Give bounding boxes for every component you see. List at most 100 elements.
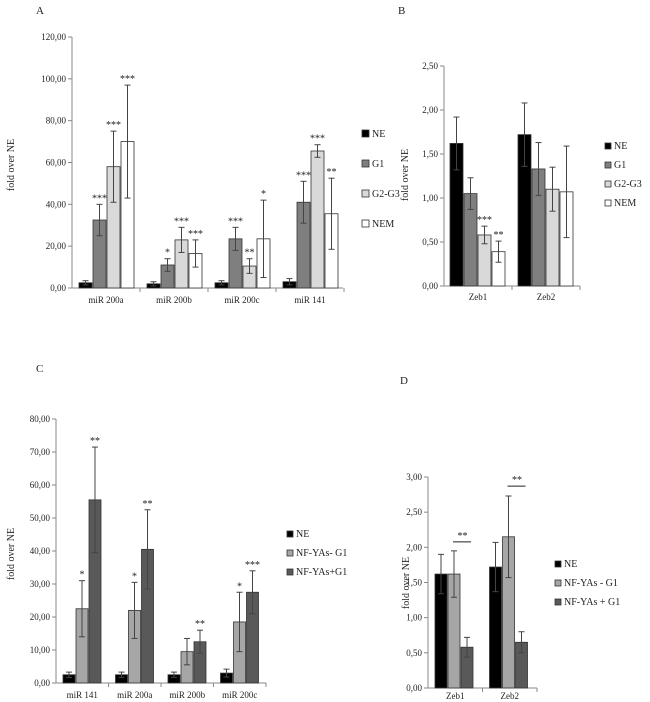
legend-swatch bbox=[361, 159, 370, 168]
legend-label: NF-YAs + G1 bbox=[564, 597, 620, 608]
significance-label: *** bbox=[120, 74, 135, 85]
panel-label: B bbox=[398, 5, 405, 17]
y-tick-label: 20,00 bbox=[46, 241, 67, 251]
legend-swatch bbox=[604, 180, 612, 188]
y-axis-label: fold over NE bbox=[400, 149, 411, 201]
legend-label: G1 bbox=[614, 160, 626, 171]
y-tick-label: 1,50 bbox=[422, 149, 438, 159]
y-tick-label: 0,50 bbox=[422, 237, 438, 247]
y-tick-label: 80,00 bbox=[46, 116, 67, 126]
significance-label: * bbox=[261, 189, 266, 200]
significance-label: *** bbox=[92, 193, 107, 204]
y-tick-label: 70,00 bbox=[30, 447, 51, 457]
panel-d-chart: D 0,00 0,50 1,00 1,50 2,00 2,50 3,00 fold over N… bbox=[400, 375, 620, 701]
x-tick-label: miR 200b bbox=[169, 690, 205, 700]
x-tick-label: miR 200c bbox=[222, 690, 257, 700]
panel-a-chart: A 0,00 20,00 40,00 60,00 80,00 100,00 120,00 fol… bbox=[6, 5, 400, 305]
significance-label: ** bbox=[245, 248, 255, 259]
legend-label: NF-YAs+G1 bbox=[296, 567, 347, 578]
legend-label: G1 bbox=[372, 159, 384, 170]
y-tick-label: 120,00 bbox=[41, 32, 66, 42]
y-axis-label: fold over NE bbox=[6, 528, 17, 580]
x-tick-label: Zeb1 bbox=[446, 691, 465, 701]
significance-label: ** bbox=[195, 619, 205, 630]
significance-label: ** bbox=[458, 531, 468, 542]
x-tick-label: miR 200b bbox=[156, 295, 192, 305]
legend-swatch bbox=[604, 161, 612, 169]
significance-label: * bbox=[80, 570, 85, 581]
legend-label: NEM bbox=[372, 219, 394, 230]
y-tick-label: 2,00 bbox=[406, 542, 422, 552]
y-tick-label: 10,00 bbox=[30, 645, 51, 655]
legend-label: NE bbox=[564, 559, 577, 570]
y-tick-label: 50,00 bbox=[30, 513, 51, 523]
significance-label: *** bbox=[477, 215, 492, 226]
y-tick-label: 1,00 bbox=[422, 193, 438, 203]
significance-label: ** bbox=[327, 167, 337, 178]
legend-swatch bbox=[554, 560, 562, 568]
panel-label: D bbox=[400, 375, 408, 387]
significance-label: *** bbox=[310, 134, 325, 145]
legend-label: NF-YAs- G1 bbox=[296, 548, 347, 559]
significance-label: *** bbox=[245, 560, 260, 571]
legend-swatch bbox=[604, 142, 612, 150]
legend-swatch bbox=[286, 568, 294, 576]
x-tick-label: miR 200c bbox=[224, 295, 259, 305]
y-tick-label: 80,00 bbox=[30, 414, 51, 424]
legend-label: G2-G3 bbox=[614, 179, 642, 190]
y-axis-label: fold over NE bbox=[6, 139, 17, 191]
legend-swatch bbox=[604, 199, 612, 207]
legend-swatch bbox=[361, 129, 370, 138]
significance-label: ** bbox=[143, 499, 153, 510]
y-tick-label: 40,00 bbox=[46, 199, 67, 209]
legend-label: NE bbox=[372, 129, 385, 140]
y-tick-label: 40,00 bbox=[30, 546, 51, 556]
panel-c-chart: C 0,00 10,00 20,00 30,00 40,00 50,00 60,00 70,00… bbox=[6, 363, 347, 700]
significance-label: *** bbox=[188, 229, 203, 240]
y-tick-label: 0,00 bbox=[50, 283, 66, 293]
significance-label: * bbox=[165, 248, 170, 259]
x-tick-label: Zeb2 bbox=[501, 691, 520, 701]
x-tick-label: miR 141 bbox=[294, 295, 325, 305]
legend-label: NF-YAs - G1 bbox=[564, 578, 618, 589]
x-tick-label: miR 200a bbox=[88, 295, 123, 305]
y-tick-label: 60,00 bbox=[30, 480, 51, 490]
y-tick-label: 1,00 bbox=[406, 613, 422, 623]
x-tick-label: Zeb1 bbox=[469, 292, 488, 302]
y-axis-label: fold over NE bbox=[401, 557, 412, 609]
significance-label: *** bbox=[296, 170, 311, 181]
significance-label: * bbox=[237, 581, 242, 592]
y-tick-label: 3,00 bbox=[406, 472, 422, 482]
significance-label: ** bbox=[494, 230, 504, 241]
legend-label: G2-G3 bbox=[372, 189, 400, 200]
legend-swatch bbox=[361, 219, 370, 228]
legend-swatch bbox=[286, 530, 294, 538]
y-tick-label: 100,00 bbox=[41, 74, 66, 84]
legend-swatch bbox=[361, 189, 370, 198]
legend-label: NE bbox=[614, 141, 627, 152]
significance-label: ** bbox=[90, 436, 100, 447]
legend-label: NE bbox=[296, 529, 309, 540]
significance-label: ** bbox=[512, 475, 522, 486]
significance-label: * bbox=[132, 571, 137, 582]
legend-label: NEM bbox=[614, 198, 636, 209]
x-tick-label: miR 141 bbox=[67, 690, 98, 700]
y-tick-label: 0,00 bbox=[34, 678, 50, 688]
legend-swatch bbox=[554, 579, 562, 587]
y-tick-label: 0,50 bbox=[406, 648, 422, 658]
y-tick-label: 2,00 bbox=[422, 105, 438, 115]
y-tick-label: 60,00 bbox=[46, 158, 67, 168]
panel-label: C bbox=[36, 363, 43, 375]
y-tick-label: 2,50 bbox=[422, 61, 438, 71]
y-tick-label: 2,50 bbox=[406, 507, 422, 517]
y-tick-label: 1,50 bbox=[406, 578, 422, 588]
x-tick-label: Zeb2 bbox=[537, 292, 556, 302]
panel-b-chart: B 0,00 0,50 1,00 1,50 2,00 2,50 fold over NE Zeb… bbox=[398, 5, 642, 302]
panel-label: A bbox=[36, 5, 44, 17]
y-tick-label: 0,00 bbox=[422, 281, 438, 291]
significance-label: *** bbox=[106, 120, 121, 131]
x-tick-label: miR 200a bbox=[117, 690, 152, 700]
y-tick-label: 30,00 bbox=[30, 579, 51, 589]
significance-label: *** bbox=[228, 216, 243, 227]
